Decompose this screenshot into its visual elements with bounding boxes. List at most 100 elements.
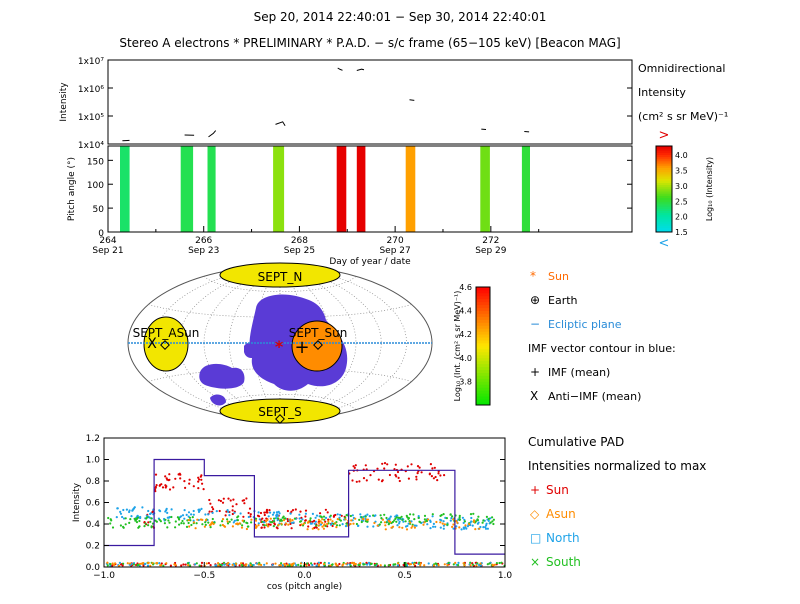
pad-scatter-point xyxy=(452,523,454,525)
pad-scatter-point xyxy=(276,526,278,528)
pad-baseline-point xyxy=(397,564,399,566)
pad-baseline-point xyxy=(210,564,212,566)
y-tick-label: 1.2 xyxy=(86,434,100,444)
pad-baseline-point xyxy=(306,562,308,564)
pad-scatter-point xyxy=(228,514,230,516)
pad-scatter-point xyxy=(298,514,300,516)
pad-scatter-point xyxy=(424,518,426,520)
pad-scatter-point xyxy=(386,463,388,465)
pad-scatter-point xyxy=(390,516,392,518)
pad-baseline-point xyxy=(341,564,343,566)
colorbar-segment xyxy=(476,387,490,390)
colorbar-tick-label: 2.0 xyxy=(675,213,688,222)
pad-baseline-point xyxy=(142,562,144,564)
pad-scatter-point xyxy=(204,521,206,523)
pad-baseline-point xyxy=(165,562,167,564)
pad-scatter-point xyxy=(472,513,474,515)
pad-scatter-point xyxy=(351,479,353,481)
pad-scatter-point xyxy=(361,516,363,518)
pad-scatter-point xyxy=(366,479,368,481)
pad-scatter-point xyxy=(229,521,231,523)
colorbar-segment xyxy=(476,340,490,343)
pad-scatter-point xyxy=(281,520,283,522)
pad-scatter-point xyxy=(307,525,309,527)
pad-scatter-point xyxy=(178,524,180,526)
pad-scatter-point xyxy=(166,526,168,528)
pad-scatter-point xyxy=(192,516,194,518)
pad-scatter-point xyxy=(350,523,352,525)
pad-scatter-point xyxy=(246,528,248,530)
pad-baseline-point xyxy=(235,563,237,565)
pad-baseline-point xyxy=(206,562,208,564)
pad-scatter-point xyxy=(231,519,233,521)
pad-baseline-point xyxy=(107,564,109,566)
pad-scatter-point xyxy=(248,512,250,514)
pad-scatter-point xyxy=(455,525,457,527)
x-tick-label: 1.0 xyxy=(498,571,513,581)
pad-baseline-point xyxy=(201,562,203,564)
pad-scatter-point xyxy=(361,521,363,523)
pad-scatter-point xyxy=(233,512,235,514)
pad-scatter-point xyxy=(291,527,293,529)
pad-scatter-point xyxy=(130,515,132,517)
pad-scatter-point xyxy=(126,509,128,511)
pad-scatter-point xyxy=(459,515,461,517)
pad-baseline-point xyxy=(380,564,382,566)
pad-scatter-point xyxy=(396,524,398,526)
pad-scatter-point xyxy=(273,518,275,520)
pitch-angle-column xyxy=(406,146,416,232)
pad-baseline-point xyxy=(350,565,352,567)
pad-scatter-point xyxy=(122,509,124,511)
pad-scatter-point xyxy=(116,516,118,518)
pitch-angle-column xyxy=(120,146,130,232)
pad-baseline-point xyxy=(318,563,320,565)
colorbar-segment xyxy=(476,331,490,334)
colorbar-segment xyxy=(476,317,490,320)
colorbar-segment xyxy=(476,296,490,299)
pad-scatter-point xyxy=(110,518,112,520)
pad-scatter-point xyxy=(261,527,263,529)
pad-scatter-point xyxy=(181,520,183,522)
pad-scatter-point xyxy=(141,506,143,508)
pad-scatter-point xyxy=(125,517,127,519)
pad-scatter-point xyxy=(333,515,335,517)
pad-scatter-point xyxy=(267,525,269,527)
pad-baseline-point xyxy=(376,563,378,565)
pad-scatter-point xyxy=(324,523,326,525)
pad-scatter-point xyxy=(257,524,259,526)
y-tick-label: 0.4 xyxy=(86,520,101,530)
pad-scatter-point xyxy=(268,523,270,525)
pad-scatter-point xyxy=(248,516,250,518)
pad-scatter-point xyxy=(301,518,303,520)
pad-scatter-point xyxy=(477,516,479,518)
pad-scatter-point xyxy=(426,523,428,525)
pad-scatter-point xyxy=(180,515,182,517)
pad-scatter-point xyxy=(435,521,437,523)
colorbar-segment xyxy=(476,390,490,393)
pad-scatter-point xyxy=(250,519,252,521)
imf-mean-marker: + xyxy=(294,337,309,358)
pad-scatter-point xyxy=(437,472,439,474)
pad-scatter-point xyxy=(472,525,474,527)
pad-frame xyxy=(104,438,505,567)
pad-scatter-point xyxy=(196,519,198,521)
colorbar-segment xyxy=(476,378,490,381)
pad-scatter-point xyxy=(434,526,436,528)
pad-baseline-point xyxy=(133,563,135,565)
pad-scatter-point xyxy=(418,517,420,519)
pad-scatter-point xyxy=(290,513,292,515)
pad-scatter-point xyxy=(482,526,484,528)
pad-scatter-point xyxy=(232,509,234,511)
pad-baseline-point xyxy=(410,563,412,565)
pad-scatter-point xyxy=(220,500,222,502)
pad-scatter-point xyxy=(270,521,272,523)
fov-label: SEPT_S xyxy=(258,405,301,419)
pad-scatter-point xyxy=(136,521,138,523)
colorbar-segment xyxy=(476,361,490,364)
pad-scatter-point xyxy=(186,526,188,528)
pad-scatter-point xyxy=(273,520,275,522)
pad-baseline-point xyxy=(151,562,153,564)
pad-scatter-point xyxy=(470,520,472,522)
y-tick-label: 1x10⁴ xyxy=(78,141,105,151)
